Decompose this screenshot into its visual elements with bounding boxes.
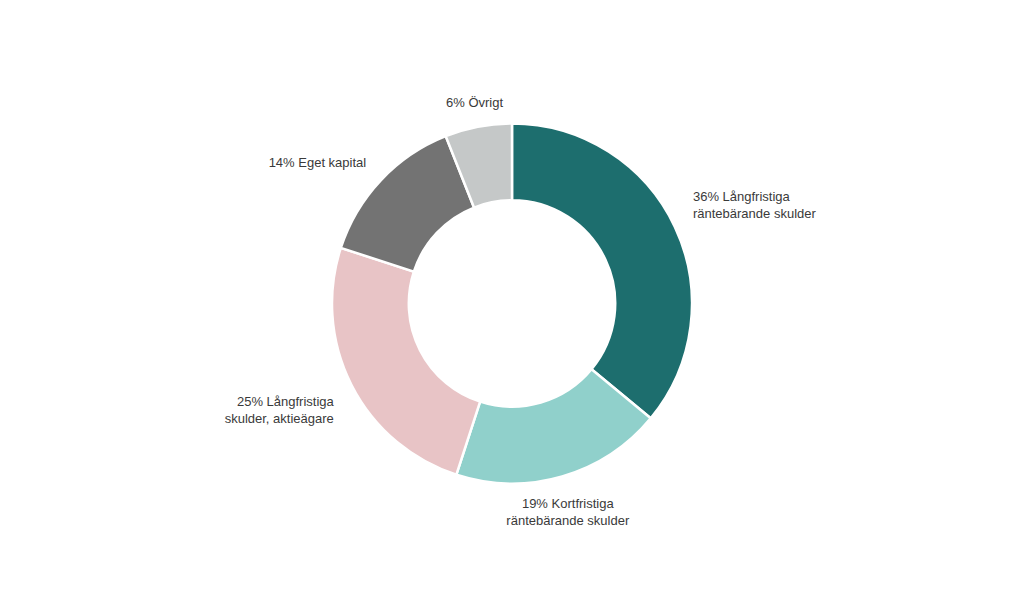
label-line: räntebärande skulder <box>506 513 630 528</box>
slices <box>332 124 692 484</box>
labels: 36% Långfristigaräntebärande skulder19% … <box>225 95 817 528</box>
label-line: 14% Eget kapital <box>269 155 367 170</box>
donut-slice <box>332 248 480 475</box>
donut-slice <box>456 369 650 483</box>
slice-label: 36% Långfristiga räntebärande skulder <box>693 189 817 221</box>
chart-container: 36% Långfristigaräntebärande skulder19% … <box>0 0 1024 607</box>
label-line: skulder, aktieägare <box>225 411 334 426</box>
label-line: 6% Övrigt <box>446 95 503 110</box>
donut-slice <box>446 124 512 208</box>
slice-label: 25% Långfristiga skulder, aktieägare <box>225 394 335 426</box>
label-line: 36% Långfristiga <box>693 189 791 204</box>
chart: 36% Långfristigaräntebärande skulder19% … <box>0 0 1024 607</box>
slice-label: 14% Eget kapital <box>269 155 367 170</box>
slice-label: 19% Kortfristiga räntebärande skulder <box>506 496 630 528</box>
slice-label: 6% Övrigt <box>446 95 503 110</box>
label-line: räntebärande skulder <box>693 206 817 221</box>
label-line: 19% Kortfristiga <box>522 496 615 511</box>
background <box>0 0 1024 607</box>
donut-slice <box>512 124 692 419</box>
label-line: 25% Långfristiga <box>237 394 335 409</box>
